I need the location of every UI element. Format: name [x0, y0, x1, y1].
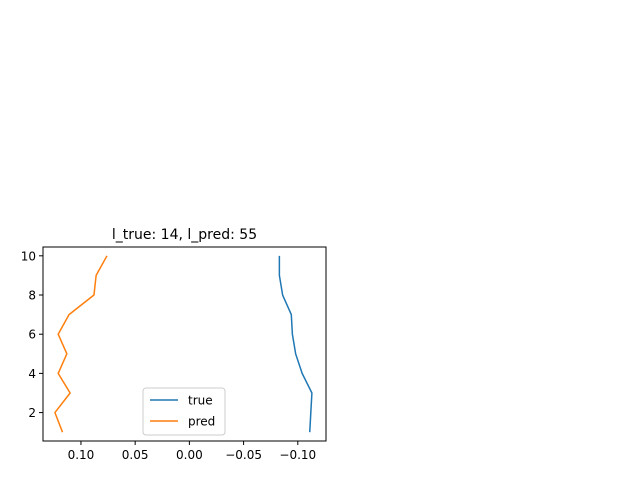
legend: true pred	[142, 387, 226, 436]
axes-layer: 0.10 0.05 0.00 −0.05 −0.10 2 4 6 8 10	[21, 246, 327, 462]
y-tick-label: 6	[28, 328, 36, 342]
x-tick-label: 0.00	[176, 448, 203, 462]
axes-frame	[42, 246, 327, 442]
y-tick-label: 8	[28, 289, 36, 303]
y-tick-label: 10	[21, 249, 36, 263]
y-tick-label: 2	[28, 406, 36, 420]
legend-label-true: true	[188, 394, 213, 408]
x-tick-label: −0.10	[279, 448, 316, 462]
x-tick-label: 0.05	[122, 448, 149, 462]
series-line-pred	[54, 255, 108, 433]
legend-label-pred: pred	[188, 415, 215, 429]
chart-title: l_true: 14, l_pred: 55	[112, 227, 257, 243]
x-tick-label: 0.10	[68, 448, 95, 462]
x-tick-label: −0.05	[225, 448, 262, 462]
series-line-true	[278, 255, 313, 433]
series-layer	[54, 255, 313, 433]
y-tick-label: 4	[28, 367, 36, 381]
